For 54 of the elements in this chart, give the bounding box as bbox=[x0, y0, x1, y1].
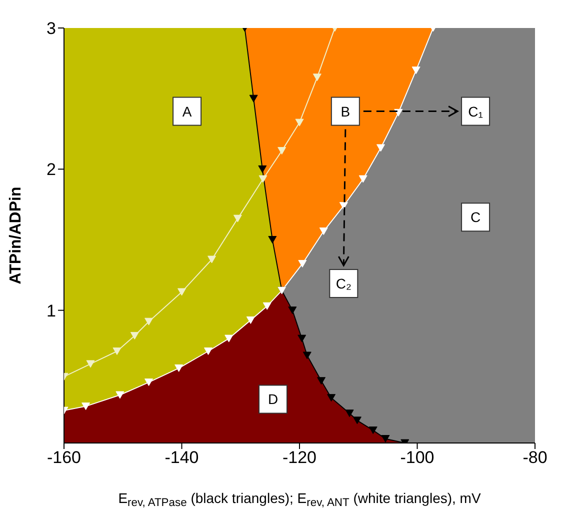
point bbox=[345, 410, 354, 418]
point bbox=[288, 306, 297, 314]
annotation: D bbox=[268, 391, 278, 408]
y-tick-label: 3 bbox=[46, 19, 56, 38]
point bbox=[130, 332, 139, 340]
point bbox=[178, 288, 186, 296]
point bbox=[249, 94, 258, 102]
point bbox=[258, 165, 267, 173]
point bbox=[86, 360, 95, 368]
x-axis-title: E$_{rev, ATPase}$ (black triangles); E$_{rev, ANT}$ (white triangles), mV bbox=[118, 490, 482, 510]
point bbox=[82, 402, 90, 410]
x-tick-label: -140 bbox=[164, 448, 199, 468]
point bbox=[246, 316, 255, 324]
point bbox=[278, 147, 286, 155]
point bbox=[339, 202, 348, 210]
point bbox=[376, 144, 385, 152]
y-tick-label: 1 bbox=[46, 301, 56, 320]
point bbox=[394, 108, 403, 116]
point bbox=[144, 318, 154, 326]
annotation: C bbox=[470, 209, 481, 226]
point bbox=[204, 348, 212, 355]
annotation: B bbox=[340, 103, 350, 120]
point bbox=[112, 348, 122, 355]
annotation: C₂ bbox=[336, 275, 352, 292]
annotation: C₁ bbox=[468, 103, 484, 120]
annotation: A bbox=[182, 103, 192, 120]
point bbox=[174, 364, 184, 372]
point bbox=[298, 260, 307, 268]
point bbox=[268, 236, 277, 244]
point bbox=[208, 256, 216, 264]
point bbox=[327, 394, 336, 402]
x-tick-label: -100 bbox=[400, 448, 434, 468]
point bbox=[224, 334, 234, 342]
point bbox=[352, 416, 362, 424]
y-tick-label: 2 bbox=[46, 160, 56, 180]
point bbox=[302, 352, 312, 360]
point bbox=[368, 426, 378, 434]
x-tick-label: -80 bbox=[522, 448, 548, 468]
point bbox=[262, 302, 272, 310]
point bbox=[358, 175, 368, 183]
y-axis-title: ATPin/ADPin bbox=[8, 186, 25, 284]
x-tick-label: -120 bbox=[282, 448, 317, 468]
point bbox=[298, 334, 306, 342]
point bbox=[144, 378, 154, 386]
point bbox=[381, 435, 390, 443]
x-tick-label: -160 bbox=[46, 448, 82, 468]
point bbox=[319, 228, 328, 236]
point bbox=[116, 391, 124, 399]
point bbox=[317, 377, 326, 385]
point bbox=[295, 118, 304, 126]
point bbox=[312, 74, 322, 82]
point bbox=[258, 175, 268, 183]
point bbox=[233, 214, 242, 222]
point bbox=[412, 66, 420, 74]
